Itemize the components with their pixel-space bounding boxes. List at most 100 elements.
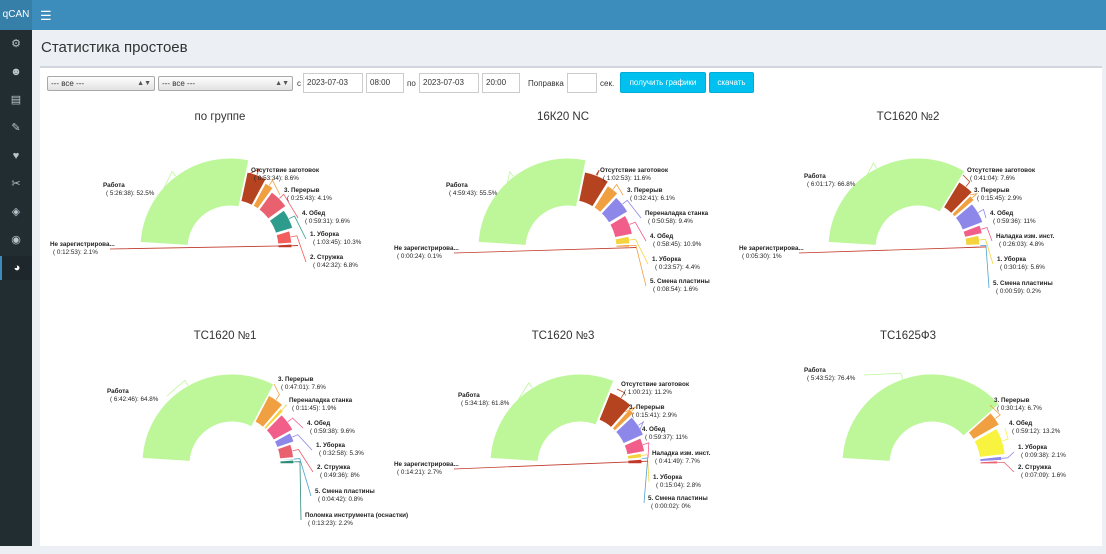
sidebar: ⚙ ☻ ▤ ✎ ♥ ✂ ◈ ◉ ◕	[0, 30, 32, 554]
download-button[interactable]: скачать	[709, 72, 754, 93]
chart-title: по группе	[194, 111, 246, 123]
slice-label: 5. Смена пластины	[315, 488, 375, 495]
get-charts-button[interactable]: получить графики	[620, 72, 706, 93]
slice-value: ( 0:26:03): 4.8%	[999, 241, 1044, 248]
label-leader-line	[290, 235, 307, 263]
chart-title: 16К20 NC	[536, 111, 590, 123]
label-leader-line	[273, 383, 280, 400]
to-date-input[interactable]: 2023-07-03	[419, 73, 479, 93]
label-leader-line	[624, 406, 637, 413]
slice-label: 1. Уборка	[316, 441, 345, 449]
pie-slice	[489, 373, 615, 462]
pie-slice	[611, 408, 635, 432]
slice-label: 3. Перерыв	[627, 187, 663, 194]
label-leader-line	[997, 461, 1015, 473]
label-leader-line	[166, 379, 189, 397]
slice-label: Отсутствие заготовок	[967, 167, 1036, 174]
pie-slice	[598, 391, 632, 429]
label-leader-line	[969, 193, 979, 199]
slice-value: ( 6:01:17): 66.8%	[807, 181, 856, 188]
label-leader-line	[981, 226, 993, 242]
slice-label: 3. Перерыв	[284, 187, 320, 194]
pie-slice	[964, 234, 981, 246]
from-time-input[interactable]: 08:00	[366, 73, 404, 93]
label-leader-line	[962, 174, 971, 187]
label-leader-line	[979, 238, 994, 265]
slice-value: ( 0:08:54): 1.6%	[653, 286, 698, 293]
label-leader-line	[268, 179, 281, 196]
label-leader-line	[292, 434, 313, 451]
app-logo[interactable]: qCAN	[0, 0, 32, 30]
slice-label: Не зарегистрирова...	[394, 245, 459, 252]
slice-label: 3. Перерыв	[278, 376, 314, 383]
label-leader-line	[637, 420, 645, 435]
from-label: с	[297, 79, 301, 88]
seconds-label: сек.	[600, 79, 615, 88]
label-leader-line	[293, 458, 312, 497]
slice-value: ( 0:25:43): 4.1%	[287, 195, 332, 202]
label-leader-line	[453, 460, 648, 470]
slice-value: ( 0:11:45): 1.9%	[292, 405, 337, 412]
slice-value: ( 0:12:53): 2.1%	[53, 249, 98, 256]
label-leader-line	[292, 449, 314, 473]
pie-slice	[942, 181, 974, 215]
label-leader-line	[288, 215, 307, 240]
slice-value: ( 0:15:04): 2.8%	[656, 482, 701, 489]
slice-value: ( 0:30:14): 6.7%	[997, 405, 1042, 412]
slice-label: Работа	[804, 172, 826, 180]
slice-value: ( 0:41:49): 7.7%	[655, 458, 700, 465]
label-leader-line	[109, 245, 298, 250]
slice-label: Работа	[804, 366, 826, 374]
top-navbar: qCAN ☰	[0, 0, 1106, 30]
slice-value: ( 0:32:58): 5.3%	[319, 450, 364, 457]
pie-slice	[841, 373, 1000, 462]
chart-title: ТС1620 №1	[193, 330, 257, 342]
slice-label: Отсутствие заготовок	[621, 381, 690, 388]
slice-value: ( 5:34:18): 61.8%	[461, 400, 510, 407]
slice-label: Не зарегистрирова...	[394, 461, 459, 468]
slice-value: ( 0:15:41): 2.9%	[632, 412, 677, 419]
slice-label: Работа	[107, 387, 129, 395]
wrench-icon[interactable]: ✂	[11, 178, 21, 190]
slice-label: Отсутствие заготовок	[600, 167, 669, 174]
slice-label: 3. Перерыв	[629, 404, 665, 411]
label-leader-line	[287, 417, 304, 429]
slice-label: Переналадка станка	[645, 210, 709, 217]
gear-icon[interactable]: ⚙	[11, 38, 21, 50]
label-leader-line	[279, 193, 299, 219]
heart-icon[interactable]: ♥	[12, 150, 20, 162]
pie-slice	[276, 443, 295, 460]
slice-value: ( 0:07:09): 1.6%	[1021, 472, 1066, 479]
from-date-input[interactable]: 2023-07-03	[303, 73, 363, 93]
pie-slice	[593, 184, 619, 214]
group-select[interactable]: --- все --- ▲▼	[47, 76, 155, 91]
book-icon[interactable]: ▤	[10, 94, 22, 106]
slice-value: ( 0:47:01): 7.6%	[281, 384, 326, 391]
select-arrows-icon: ▲▼	[137, 80, 151, 87]
slice-value: ( 0:05:30): 1%	[742, 253, 782, 260]
slice-value: ( 0:09:38): 2.1%	[1021, 452, 1066, 459]
slice-value: ( 0:42:32): 6.8%	[313, 262, 358, 269]
hamburger-icon[interactable]: ☰	[40, 8, 52, 23]
pie-slice	[477, 157, 587, 246]
pie-slice	[252, 182, 274, 210]
label-leader-line	[641, 454, 650, 483]
slice-label: 1. Уборка	[997, 255, 1026, 263]
tools-icon[interactable]: ✎	[11, 122, 21, 134]
label-leader-line	[641, 457, 649, 504]
dropbox-icon[interactable]: ◈	[11, 206, 21, 218]
machine-select[interactable]: --- все --- ▲▼	[158, 76, 293, 91]
pie-slice	[979, 460, 999, 465]
slice-label: 2. Стружка	[317, 464, 351, 471]
pie-chart-icon[interactable]: ◕	[0, 256, 32, 280]
slice-label: Не зарегистрирова...	[50, 241, 115, 248]
eye-icon[interactable]: ◉	[11, 234, 21, 246]
label-leader-line	[293, 461, 302, 521]
slice-label: 3. Перерыв	[994, 397, 1030, 404]
pie-slice	[262, 407, 285, 431]
users-icon[interactable]: ☻	[10, 66, 22, 78]
slice-label: 4. Обед	[990, 209, 1013, 217]
to-time-input[interactable]: 20:00	[482, 73, 520, 93]
correction-input[interactable]	[567, 73, 597, 93]
